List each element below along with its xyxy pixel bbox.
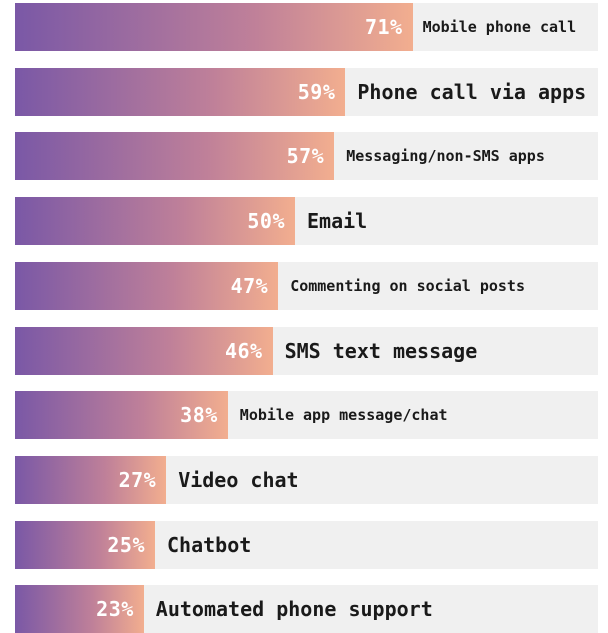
category-label: Video chat (178, 467, 299, 492)
bar-value-label: 47% (230, 273, 269, 298)
bar (15, 67, 346, 116)
bar (15, 455, 167, 504)
bar-track (15, 197, 598, 246)
bar-track (15, 67, 598, 116)
bar (15, 132, 335, 181)
bar-row: 71% Mobile phone call (15, 3, 598, 51)
bar-row: 47% Commenting on social posts (15, 261, 598, 310)
category-label: Commenting on social posts (290, 276, 525, 295)
bar-value-label: 57% (286, 144, 325, 169)
bar-track (15, 520, 598, 569)
bar-track (15, 3, 598, 51)
bar-row: 38% Mobile app message/chat (15, 391, 598, 440)
category-label: Email (307, 209, 368, 234)
bar-track (15, 132, 598, 181)
bar-row: 50% Email (15, 197, 598, 246)
bar (15, 391, 228, 440)
bar-row: 59% Phone call via apps (15, 67, 598, 116)
bar-row: 23% Automated phone support (15, 585, 598, 633)
bar-track (15, 261, 598, 310)
bar-value-label: 59% (297, 79, 336, 104)
category-label: Mobile app message/chat (239, 406, 448, 425)
bar-value-label: 46% (224, 338, 263, 363)
bar-row: 46% SMS text message (15, 326, 598, 375)
bar-track (15, 391, 598, 440)
bar (15, 3, 413, 51)
category-label: Mobile phone call (422, 17, 577, 36)
bar-row: 27% Video chat (15, 455, 598, 504)
bar-track (15, 455, 598, 504)
bar (15, 197, 295, 246)
bar-value-label: 23% (96, 597, 134, 622)
bar-track (15, 326, 598, 375)
bar-value-label: 25% (107, 532, 145, 557)
bar-value-label: 27% (118, 467, 157, 492)
bar (15, 261, 279, 310)
bar (15, 326, 273, 375)
category-label: Automated phone support (155, 597, 433, 622)
bar-row: 57% Messaging/non-SMS apps (15, 132, 598, 181)
category-label: Phone call via apps (357, 79, 587, 104)
bar-row: 25% Chatbot (15, 520, 598, 569)
category-label: Messaging/non-SMS apps (346, 147, 545, 166)
bar (15, 520, 155, 569)
bar-value-label: 38% (180, 403, 218, 428)
category-label: SMS text message (284, 338, 478, 363)
bar-value-label: 71% (364, 15, 403, 39)
category-label: Chatbot (167, 532, 252, 557)
bar-value-label: 50% (247, 209, 285, 234)
